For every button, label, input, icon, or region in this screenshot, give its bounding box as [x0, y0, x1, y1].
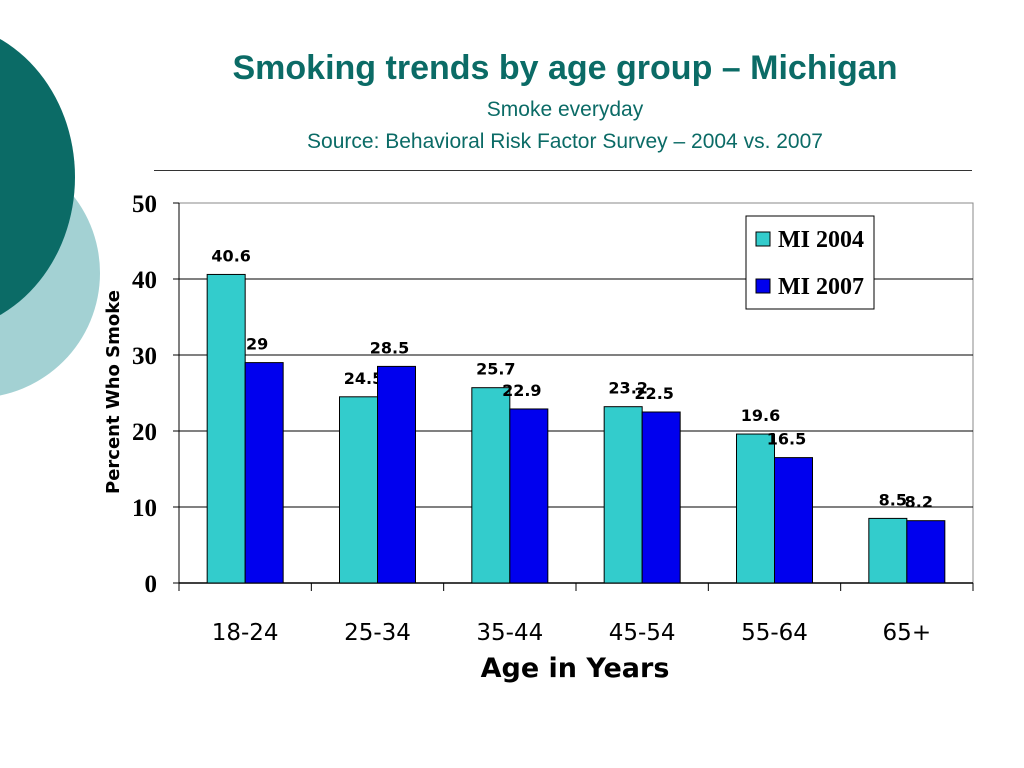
legend-swatch — [755, 231, 771, 247]
x-tick-label: 45-54 — [609, 620, 676, 646]
slide-source-line: Source: Behavioral Risk Factor Survey – … — [307, 130, 823, 153]
x-tick-label: 65+ — [883, 620, 932, 646]
data-label: 24.5 — [344, 369, 383, 388]
bar — [868, 517, 908, 584]
x-tick-label: 55-64 — [741, 620, 808, 646]
x-tick-label: 35-44 — [476, 620, 543, 646]
slide-subtitle: Smoke everyday — [486, 98, 644, 121]
data-label: 22.9 — [502, 381, 541, 400]
data-label: 25.7 — [476, 360, 515, 379]
y-axis-title: Percent Who Smoke — [103, 290, 124, 494]
bar — [471, 387, 511, 584]
bar — [339, 396, 378, 584]
data-label: 23.2 — [608, 379, 647, 398]
legend-swatch — [755, 278, 771, 294]
legend-label: MI 2004 — [778, 227, 864, 253]
x-tick-label: 25-34 — [344, 620, 411, 646]
bar — [603, 406, 643, 584]
bar — [906, 520, 946, 584]
data-label: 22.5 — [634, 384, 673, 403]
y-tick-label: 0 — [145, 571, 158, 598]
bar — [206, 273, 246, 584]
bar — [736, 433, 775, 584]
x-tick-label: 18-24 — [212, 620, 279, 646]
legend-label: MI 2007 — [778, 274, 864, 300]
slide-title: Smoking trends by age group – Michigan — [232, 49, 898, 87]
y-tick-label: 10 — [132, 495, 157, 522]
bar — [641, 411, 681, 584]
data-label: 19.6 — [741, 406, 780, 425]
data-label: 29 — [246, 335, 268, 354]
y-tick-label: 20 — [132, 419, 157, 446]
bar — [774, 457, 813, 584]
data-label: 8.2 — [905, 493, 933, 512]
data-label: 16.5 — [767, 430, 806, 449]
x-axis-title: Age in Years — [481, 653, 670, 684]
bar — [244, 362, 284, 584]
data-label: 28.5 — [370, 338, 409, 357]
y-tick-label: 40 — [132, 267, 157, 294]
data-label: 8.5 — [879, 490, 907, 509]
title-divider — [154, 170, 972, 171]
data-label: 40.6 — [211, 246, 250, 265]
y-tick-label: 50 — [132, 191, 157, 218]
bar — [377, 365, 416, 584]
bar — [509, 408, 549, 584]
y-tick-label: 30 — [132, 343, 157, 370]
